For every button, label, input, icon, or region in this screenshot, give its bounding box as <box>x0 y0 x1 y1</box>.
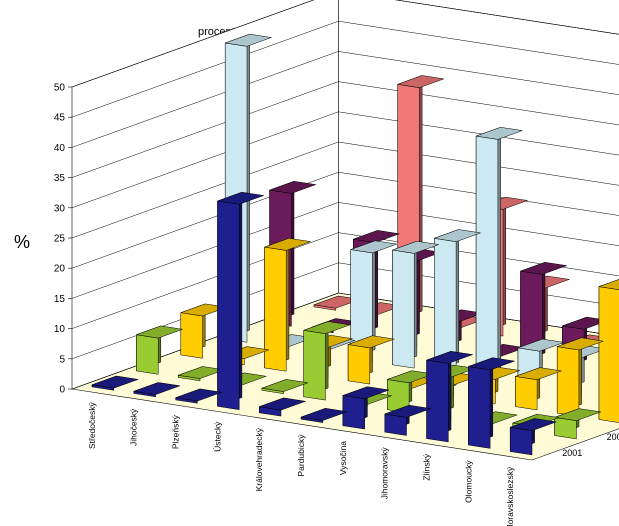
category-label: Ústecký <box>212 421 222 452</box>
bar <box>350 240 397 362</box>
bar <box>347 335 395 385</box>
bar <box>217 191 264 410</box>
x-axis-category-labels: Středočeský Jihočeský Plzeňský Ústecký Králo… <box>87 401 515 526</box>
depth-axis-series-labels: 200120022003200420072008 <box>562 432 619 458</box>
bar <box>342 386 390 430</box>
bar <box>515 367 562 411</box>
bar <box>313 295 361 311</box>
series-label: 2001 <box>562 448 582 458</box>
bar <box>300 407 348 423</box>
y-tick-label: 50 <box>54 83 66 94</box>
y-tick-label: 45 <box>54 113 66 124</box>
bar <box>554 408 601 440</box>
series-label: 2002 <box>607 432 619 442</box>
y-tick-label: 0 <box>59 385 65 396</box>
bar <box>261 379 309 394</box>
category-label: Olomoucký <box>463 460 473 503</box>
gridline <box>71 0 619 88</box>
y-tick-label: 10 <box>54 324 66 335</box>
y-tick-label: 20 <box>54 264 66 275</box>
bar <box>387 370 434 414</box>
y-tick-label: 35 <box>54 173 66 184</box>
bar <box>426 350 473 443</box>
gridline <box>71 232 619 329</box>
category-label: Středočeský <box>87 401 97 449</box>
category-label: Pardubický <box>296 434 306 477</box>
y-axis-label: % <box>14 232 30 252</box>
category-label: Moravskoslezský <box>505 466 515 526</box>
bar <box>177 366 225 382</box>
gridline <box>71 20 619 118</box>
bar <box>384 404 431 436</box>
category-label: Jihomoravský <box>380 447 390 500</box>
bar <box>556 337 604 417</box>
gridline <box>71 51 619 148</box>
category-label: Královehradecký <box>254 427 264 491</box>
gridline <box>71 111 619 209</box>
bar <box>264 237 311 372</box>
y-tick-label: 5 <box>59 354 65 365</box>
bar <box>475 126 523 382</box>
gridline <box>71 141 619 239</box>
gridline <box>71 171 619 269</box>
bar <box>175 388 222 404</box>
bar <box>136 325 183 375</box>
bar <box>259 397 306 417</box>
y-tick-label: 40 <box>54 143 66 154</box>
gridline <box>71 202 619 299</box>
y-axis-ticks: 0 5 10 15 20 25 30 35 40 45 50 <box>54 83 72 396</box>
y-tick-label: 15 <box>54 294 66 305</box>
y-tick-label: 30 <box>54 203 66 214</box>
category-label: Plzeňský <box>171 414 181 449</box>
bar <box>180 303 228 359</box>
category-label: Zlínský <box>421 453 431 481</box>
gridline <box>71 81 619 178</box>
bars-group <box>91 33 619 456</box>
category-label: Jihočeský <box>129 408 139 446</box>
category-label: Vysočina <box>338 441 348 475</box>
y-tick-label: 25 <box>54 234 66 245</box>
bar <box>468 357 515 449</box>
bar <box>509 418 557 456</box>
bar <box>392 240 439 369</box>
bar <box>598 279 619 423</box>
bar <box>303 321 350 401</box>
bar <box>91 375 139 391</box>
bar <box>133 382 181 398</box>
